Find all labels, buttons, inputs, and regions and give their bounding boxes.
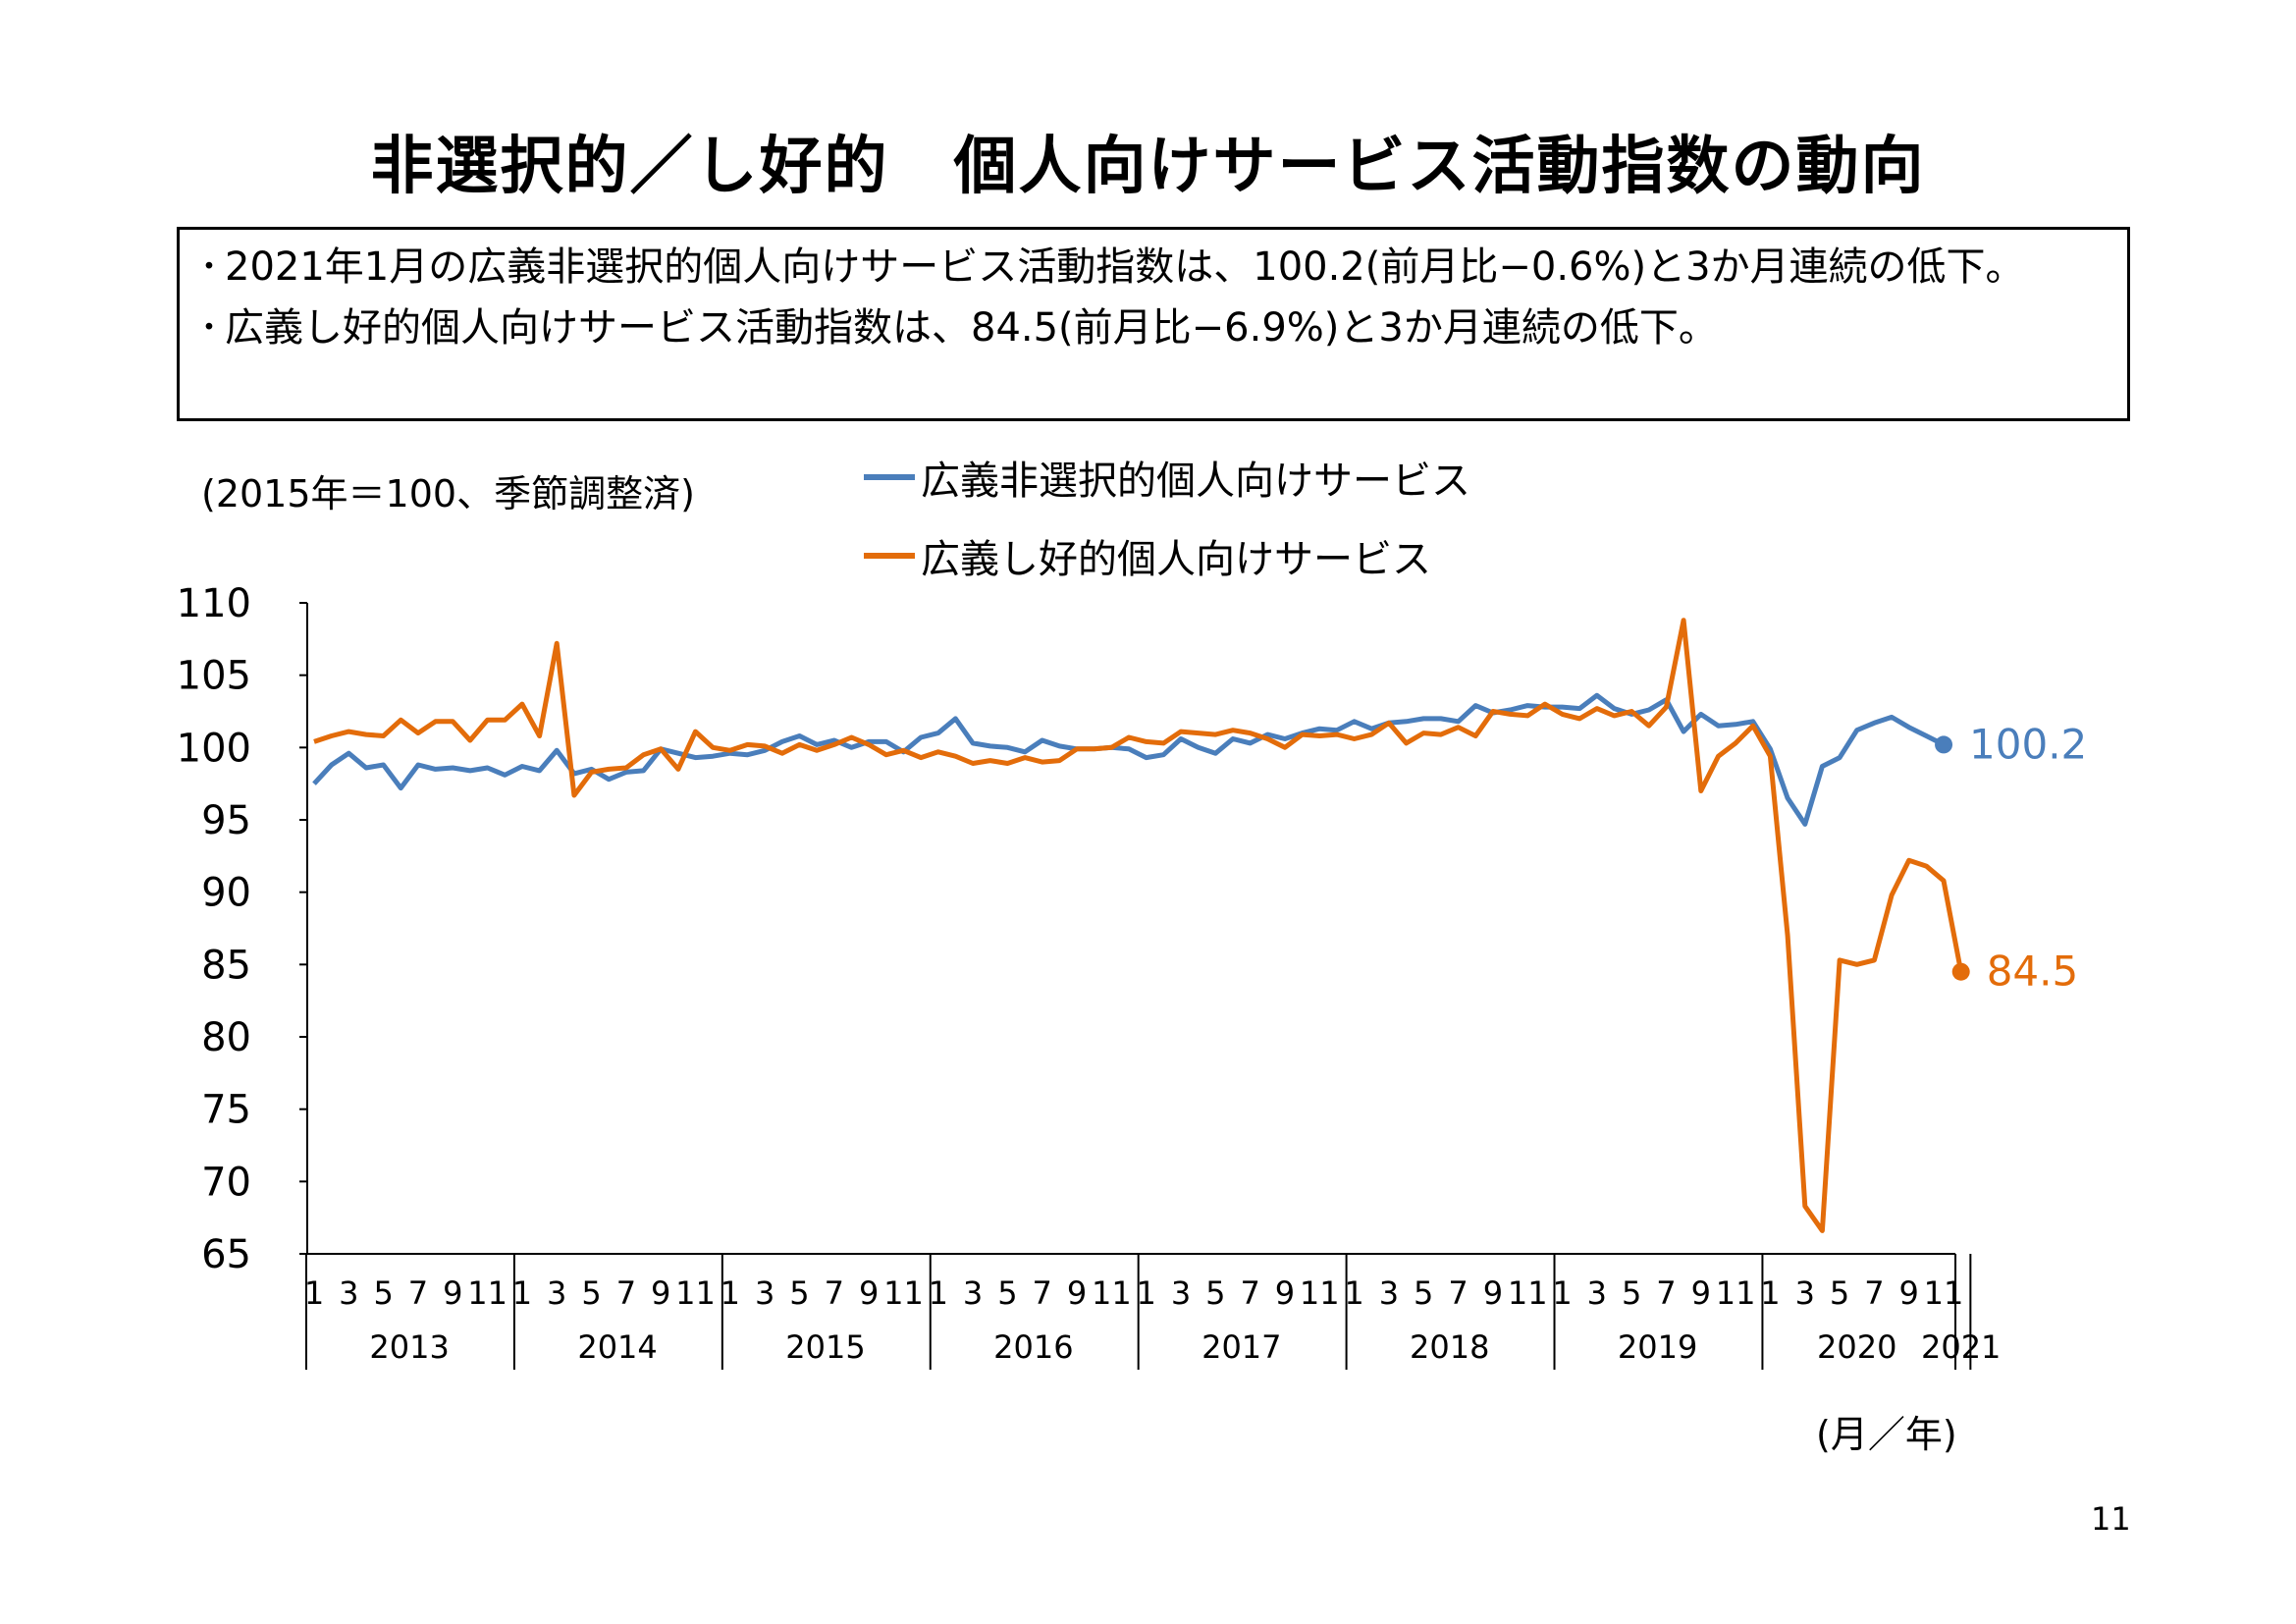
legend-item-discretionary: 広義し好的個人向けサービス [864, 528, 1470, 583]
x-month-tick-label: 1 [304, 1274, 324, 1312]
x-month-tick-label: 7 [1864, 1274, 1884, 1312]
x-month-tick-label: 7 [825, 1274, 844, 1312]
y-tick-label: 85 [201, 943, 251, 988]
chart-legend: 広義非選択的個人向けサービス 広義し好的個人向けサービス [864, 450, 1470, 607]
last-value-label: 100.2 [1969, 720, 2087, 768]
x-month-tick-label: 3 [339, 1274, 358, 1312]
x-month-tick-label: 1 [721, 1274, 740, 1312]
x-axis-unit: (月／年) [1816, 1413, 1957, 1456]
x-month-tick-label: 11 [1508, 1274, 1548, 1312]
x-year-label: 2020 [1817, 1328, 1896, 1366]
x-month-tick-label: 7 [616, 1274, 636, 1312]
x-month-tick-label: 1 [1552, 1274, 1572, 1312]
x-month-tick-label: 11 [1092, 1274, 1132, 1312]
y-tick-label: 110 [177, 581, 251, 626]
y-tick-label: 90 [201, 871, 251, 916]
x-month-tick-label: 9 [1691, 1274, 1711, 1312]
series-line-non-selective [312, 692, 1946, 827]
x-month-tick-label: 5 [1622, 1274, 1641, 1312]
y-tick-label: 75 [201, 1088, 251, 1133]
x-month-tick-label: 7 [1656, 1274, 1676, 1312]
x-month-tick-label: 5 [1205, 1274, 1225, 1312]
x-month-tick-label: 1 [512, 1274, 532, 1312]
x-month-tick-label: 11 [1716, 1274, 1756, 1312]
summary-text: 2021年1月の広義非選択的個人向けサービス活動指数は、100.2(前月比−0.… [225, 244, 2025, 290]
x-month-tick-label: 3 [963, 1274, 983, 1312]
y-tick-label: 70 [201, 1160, 251, 1205]
bullet-icon: ･ [199, 244, 219, 290]
x-month-tick-label: 5 [789, 1274, 809, 1312]
y-tick-label: 80 [201, 1015, 251, 1060]
summary-item: ･ 2021年1月の広義非選択的個人向けサービス活動指数は、100.2(前月比−… [199, 242, 2108, 293]
x-year-label: 2019 [1618, 1328, 1697, 1366]
x-month-tick-label: 3 [547, 1274, 566, 1312]
y-tick-label: 100 [177, 726, 251, 771]
x-month-tick-label: 1 [1137, 1274, 1156, 1312]
legend-label: 広義し好的個人向けサービス [921, 537, 1431, 582]
x-month-tick-label: 5 [581, 1274, 601, 1312]
x-month-tick-label: 1 [1344, 1274, 1363, 1312]
bullet-icon: ･ [199, 305, 219, 351]
y-tick-label: 65 [201, 1232, 251, 1277]
x-month-tick-label: 5 [997, 1274, 1017, 1312]
slide-title: 非選択的／し好的 個人向けサービス活動指数の動向 [370, 131, 1926, 203]
last-point-marker [1951, 962, 1970, 981]
x-month-tick-label: 9 [1275, 1274, 1295, 1312]
x-month-tick-label: 7 [1240, 1274, 1259, 1312]
x-month-tick-label: 3 [755, 1274, 774, 1312]
x-month-tick-label: 9 [1483, 1274, 1503, 1312]
legend-label: 広義非選択的個人向けサービス [921, 459, 1470, 504]
x-month-tick-label: 9 [1899, 1274, 1919, 1312]
x-year-label: 2016 [993, 1328, 1073, 1366]
x-month-tick-label: 11 [675, 1274, 716, 1312]
last-value-label: 84.5 [1987, 947, 2079, 996]
summary-item: ･ 広義し好的個人向けサービス活動指数は、84.5(前月比−6.9%)と3か月連… [199, 302, 2108, 353]
x-month-tick-label: 9 [1067, 1274, 1087, 1312]
x-year-label: 2017 [1201, 1328, 1281, 1366]
x-month-tick-label: 11 [1300, 1274, 1340, 1312]
x-year-label: 2021 [1921, 1328, 2001, 1366]
last-point-marker [1935, 735, 1953, 754]
x-month-tick-label: 1 [929, 1274, 948, 1312]
x-month-tick-label: 11 [1924, 1274, 1964, 1312]
x-month-tick-label: 5 [1830, 1274, 1849, 1312]
summary-box: ･ 2021年1月の広義非選択的個人向けサービス活動指数は、100.2(前月比−… [177, 227, 2130, 421]
x-year-label: 2015 [785, 1328, 865, 1366]
x-year-label: 2014 [577, 1328, 657, 1366]
x-month-tick-label: 3 [1379, 1274, 1399, 1312]
x-month-tick-label: 3 [1795, 1274, 1815, 1312]
x-month-tick-label: 7 [1448, 1274, 1468, 1312]
x-month-tick-label: 11 [883, 1274, 924, 1312]
x-year-label: 2013 [369, 1328, 449, 1366]
x-month-tick-label: 9 [859, 1274, 879, 1312]
series-line-discretionary [313, 618, 1964, 1233]
x-month-tick-label: 1 [1760, 1274, 1780, 1312]
x-month-tick-label: 9 [443, 1274, 462, 1312]
summary-text: 広義し好的個人向けサービス活動指数は、84.5(前月比−6.9%)と3か月連続の… [225, 305, 1718, 351]
x-month-tick-label: 5 [373, 1274, 393, 1312]
x-month-tick-label: 3 [1171, 1274, 1191, 1312]
x-year-label: 2018 [1410, 1328, 1489, 1366]
y-tick-label: 105 [177, 654, 251, 699]
x-month-tick-label: 7 [1033, 1274, 1052, 1312]
x-month-tick-label: 9 [651, 1274, 670, 1312]
x-month-tick-label: 5 [1414, 1274, 1433, 1312]
page-number: 11 [2091, 1500, 2131, 1538]
x-month-tick-label: 3 [1587, 1274, 1607, 1312]
legend-item-non-selective: 広義非選択的個人向けサービス [864, 450, 1470, 505]
unit-note: (2015年＝100、季節調整済) [201, 472, 695, 515]
x-month-tick-label: 11 [467, 1274, 507, 1312]
x-month-tick-label: 7 [408, 1274, 428, 1312]
legend-swatch-discretionary [864, 553, 915, 559]
legend-swatch-non-selective [864, 474, 915, 480]
y-tick-label: 95 [201, 798, 251, 843]
